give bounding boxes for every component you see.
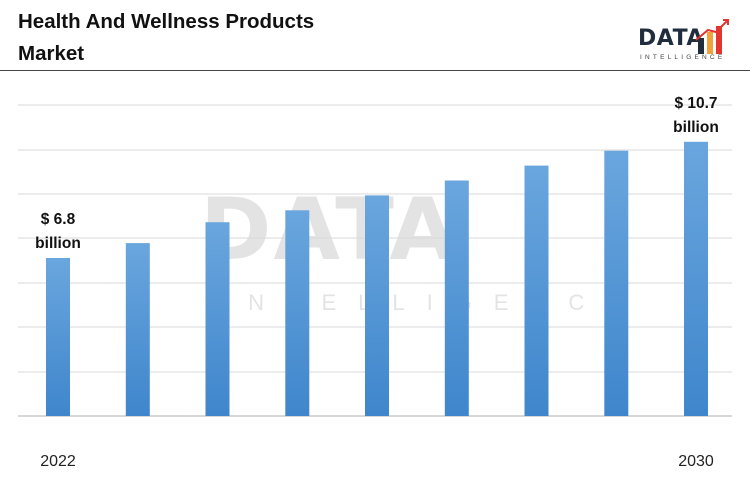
data-intelligence-logo: DATA INTELLIGENCE <box>634 8 730 68</box>
data-label: billion <box>673 119 719 136</box>
logo-subtitle: INTELLIGENCE <box>640 54 726 61</box>
bar-7 <box>604 150 629 416</box>
x-tick-label: 2030 <box>678 453 714 470</box>
header-divider <box>0 70 750 71</box>
bar-chart: 2022 2030 $ 6.8 billion $ 10.7 billion <box>18 95 732 470</box>
chart-title-line1: Health And Wellness Products <box>18 10 315 33</box>
bar-2 <box>205 222 230 416</box>
x-tick-label: 2022 <box>40 453 76 470</box>
logo-wordmark: DATA <box>638 26 704 51</box>
data-label: $ 6.8 <box>41 211 76 228</box>
chart-title-line2: Market <box>18 42 85 65</box>
bar-3 <box>285 210 310 416</box>
bar-growth-icon <box>695 19 729 54</box>
bar-6 <box>524 165 549 416</box>
chart-title: Health And Wellness Products Market <box>18 6 438 70</box>
bar-4 <box>365 195 389 416</box>
watermark-logo: DATA INTELLIGENCE <box>190 180 621 320</box>
bar-0 <box>46 258 70 416</box>
data-label: billion <box>35 235 81 252</box>
bar-5 <box>444 180 469 416</box>
bar-1 <box>125 243 150 416</box>
bar-8 <box>684 141 708 417</box>
watermark-wordmark: DATA <box>200 180 458 280</box>
data-label: $ 10.7 <box>674 95 717 112</box>
